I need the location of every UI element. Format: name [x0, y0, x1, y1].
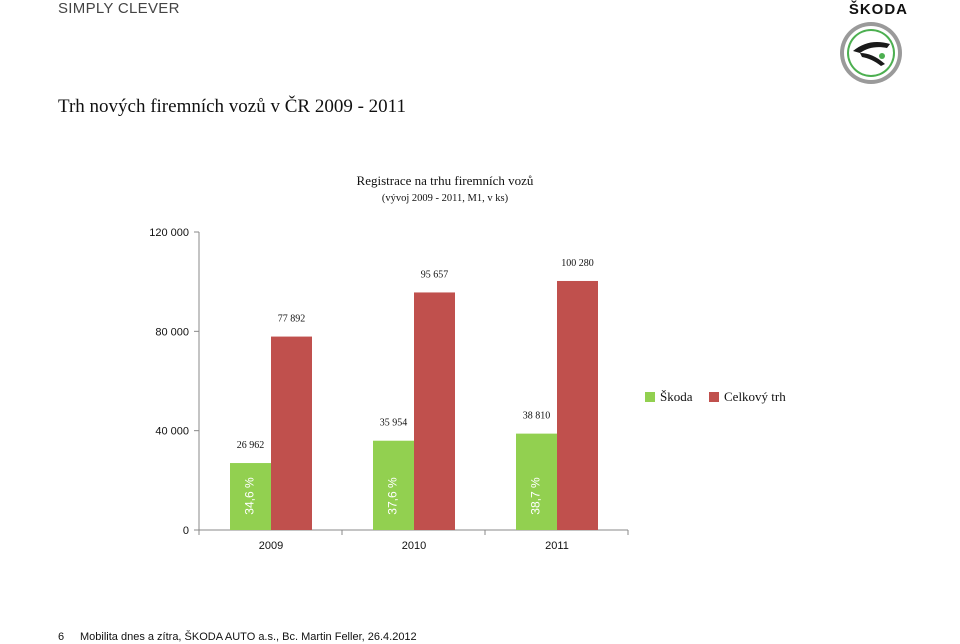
skoda-value-label: 35 954 [380, 418, 408, 429]
footer-text: Mobilita dnes a zítra, ŠKODA AUTO a.s., … [80, 631, 417, 643]
brand-tagline: SIMPLY CLEVER [58, 0, 180, 17]
legend-swatch-skoda [645, 392, 655, 402]
y-tick-label: 80 000 [155, 326, 189, 338]
brand-wordmark: ŠKODA [848, 1, 908, 18]
y-tick-label: 40 000 [155, 426, 189, 438]
total-market-bar [557, 280, 598, 530]
total-market-bar [414, 292, 455, 530]
share-label: 37,6 % [386, 477, 400, 515]
chart-title: Registrace na trhu firemních vozů [357, 173, 534, 188]
page-number: 6 [58, 631, 65, 643]
skoda-logo-icon [840, 22, 902, 84]
skoda-bar [516, 433, 557, 530]
x-tick-label: 2009 [259, 540, 283, 552]
total-market-bar [271, 336, 312, 530]
share-label: 38,7 % [529, 477, 543, 515]
skoda-value-label: 38 810 [523, 411, 551, 422]
footer: 6 Mobilita dnes a zítra, ŠKODA AUTO a.s.,… [58, 631, 417, 643]
x-tick-label: 2011 [545, 540, 569, 552]
skoda-bar [230, 463, 271, 530]
total-value-label: 100 280 [561, 258, 594, 269]
slide-title: Trh nových firemních vozů v ČR 2009 - 20… [58, 96, 406, 117]
legend-swatch-total [709, 392, 719, 402]
y-tick-label: 120 000 [149, 227, 189, 239]
legend-label-total: Celkový trh [724, 389, 786, 404]
y-tick-label: 0 [183, 525, 189, 537]
legend-label-skoda: Škoda [660, 389, 693, 404]
total-value-label: 77 892 [278, 314, 306, 325]
skoda-bar [373, 440, 414, 530]
skoda-value-label: 26 962 [237, 440, 265, 451]
chart-subtitle: (vývoj 2009 - 2011, M1, v ks) [382, 193, 509, 204]
x-tick-label: 2010 [402, 540, 426, 552]
total-value-label: 95 657 [421, 269, 449, 280]
share-label: 34,6 % [243, 477, 257, 515]
